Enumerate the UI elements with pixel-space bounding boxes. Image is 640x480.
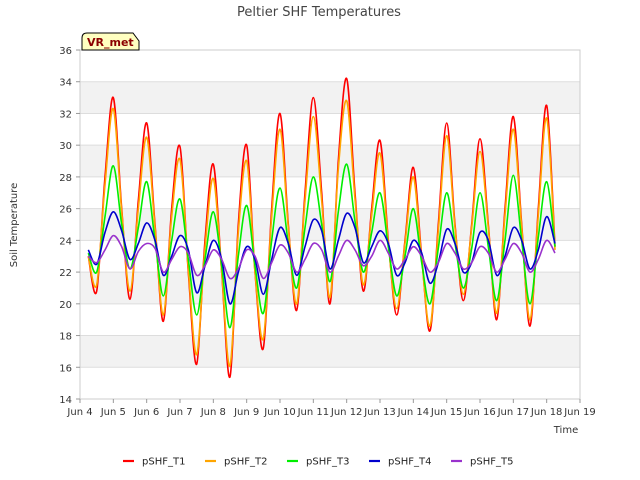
legend-item-pshf-t2: pSHF_T2 <box>205 457 267 468</box>
y-tick-label: 14 <box>59 395 72 406</box>
legend-item-pshf-t5: pSHF_T5 <box>451 457 513 468</box>
x-tick-label: Jun 7 <box>166 407 192 418</box>
legend-item-pshf-t3: pSHF_T3 <box>287 457 349 468</box>
legend-label: pSHF_T5 <box>470 457 513 468</box>
grid-band <box>80 208 580 241</box>
x-tick-label: Jun 18 <box>530 407 563 418</box>
grid-band <box>80 335 580 368</box>
y-tick-label: 28 <box>59 173 72 184</box>
x-tick-label: Jun 9 <box>233 407 259 418</box>
y-tick-label: 32 <box>59 109 72 120</box>
legend-item-pshf-t1: pSHF_T1 <box>123 457 185 468</box>
chart-title: Peltier SHF Temperatures <box>237 5 401 20</box>
plot-area <box>79 49 581 400</box>
y-tick-label: 22 <box>59 268 72 279</box>
x-tick-label: Jun 19 <box>563 407 596 418</box>
grid-band <box>80 81 580 114</box>
x-axis-label: Time <box>553 425 578 436</box>
x-tick-label: Jun 13 <box>363 407 396 418</box>
y-tick-label: 16 <box>59 363 72 374</box>
y-tick-label: 18 <box>59 332 72 343</box>
series-line-pshf-t5 <box>87 234 556 280</box>
series-line-pshf-t4 <box>87 211 556 305</box>
legend-label: pSHF_T1 <box>142 457 185 468</box>
x-tick-label: Jun 15 <box>430 407 463 418</box>
grid-band <box>80 145 580 177</box>
x-tick-label: Jun 12 <box>330 407 363 418</box>
y-tick-label: 24 <box>59 236 72 247</box>
y-axis-label: Soil Temperature <box>9 183 20 268</box>
y-tick-label: 30 <box>59 141 72 152</box>
legend-label: pSHF_T2 <box>224 457 267 468</box>
x-tick-label: Jun 5 <box>100 407 126 418</box>
y-tick-label: 20 <box>59 300 72 311</box>
legend-item-pshf-t4: pSHF_T4 <box>369 457 431 468</box>
legend-label: pSHF_T4 <box>388 457 431 468</box>
legend: pSHF_T1 pSHF_T2 pSHF_T3 pSHF_T4 pSHF_T5 <box>123 457 513 468</box>
x-tick-label: Jun 17 <box>497 407 530 418</box>
x-tick-label: Jun 10 <box>263 407 296 418</box>
x-tick-label: Jun 8 <box>200 407 226 418</box>
x-tick-label: Jun 6 <box>133 407 159 418</box>
x-tick-label: Jun 4 <box>66 407 92 418</box>
series-lines <box>87 77 556 378</box>
x-tick-label: Jun 11 <box>297 407 330 418</box>
y-tick-label: 36 <box>59 46 72 57</box>
x-tick-label: Jun 16 <box>463 407 496 418</box>
site-badge-label: VR_met <box>87 36 134 49</box>
grid-bands <box>80 81 580 368</box>
grid-band <box>80 272 580 304</box>
y-tick-label: 26 <box>59 205 72 216</box>
legend-label: pSHF_T3 <box>306 457 349 468</box>
y-tick-label: 34 <box>59 78 72 89</box>
x-axis-ticks: Jun 4 Jun 5 Jun 6 Jun 7 Jun 8 Jun 9 Jun 10 Jun … <box>66 399 596 418</box>
x-tick-label: Jun 14 <box>397 407 430 418</box>
y-axis-ticks: 14 16 18 20 22 24 26 28 30 32 34 36 <box>59 46 80 406</box>
site-badge: VR_met <box>81 32 140 51</box>
series-line-pshf-t3 <box>87 163 556 329</box>
